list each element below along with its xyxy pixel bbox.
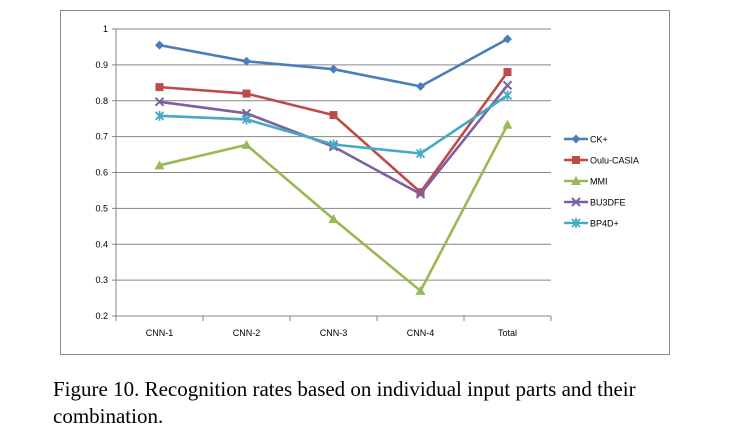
legend-item-ck-: CK+ <box>564 134 608 145</box>
y-tick-label: 0.4 <box>95 239 108 249</box>
x-marker-stroke <box>415 189 426 199</box>
legend-item-oulu-casia: Oulu-CASIA <box>564 156 639 166</box>
square-marker <box>329 111 338 120</box>
y-tick-label: 1 <box>103 24 108 34</box>
series-ck- <box>155 34 512 91</box>
x-marker-stroke <box>571 197 581 207</box>
triangle-marker <box>415 285 426 295</box>
data-point <box>415 148 426 159</box>
x-tick-label: CNN-2 <box>233 328 261 338</box>
legend-item-bp4d-: BP4D+ <box>564 218 619 229</box>
legend-item-bu3dfe: BU3DFE <box>564 197 626 208</box>
legend-label: CK+ <box>590 135 608 145</box>
data-point <box>502 80 513 91</box>
series-line <box>159 37 509 88</box>
data-point <box>415 285 426 295</box>
diamond-marker <box>155 40 164 50</box>
series-mmi <box>154 119 513 295</box>
x-tick-label: CNN-4 <box>407 328 435 338</box>
data-point <box>415 189 426 199</box>
data-point <box>242 56 251 66</box>
legend-marker <box>571 176 581 185</box>
square-marker <box>155 83 164 92</box>
data-point <box>242 89 251 98</box>
y-tick-label: 0.2 <box>95 311 108 321</box>
legend-marker <box>572 156 580 164</box>
data-point <box>155 83 164 92</box>
x-tick-label: Total <box>498 328 517 338</box>
data-point <box>241 139 252 149</box>
triangle-marker <box>502 119 513 129</box>
data-point <box>502 90 513 101</box>
triangle-marker <box>571 176 581 185</box>
data-point <box>154 97 165 107</box>
figure-caption: Figure 10. Recognition rates based on in… <box>53 377 636 428</box>
data-point <box>329 64 338 74</box>
data-point <box>416 81 425 91</box>
data-point <box>329 111 338 120</box>
square-marker <box>242 89 251 98</box>
diamond-marker <box>416 81 425 91</box>
legend-item-mmi: MMI <box>564 176 608 187</box>
legend: CK+ Oulu-CASIA MMI BU3DFE BP4D+ <box>564 134 639 229</box>
chart-frame: 0.2 0.3 0.4 0.5 0.6 0.7 0.8 0.9 1 CNN-1 CNN-2 CNN-3… <box>60 10 670 355</box>
data-point <box>502 119 513 129</box>
y-tick-label: 0.7 <box>95 132 108 142</box>
legend-label: BP4D+ <box>590 219 619 229</box>
x-tick-label: CNN-1 <box>146 328 174 338</box>
diamond-marker <box>242 56 251 66</box>
legend-label: Oulu-CASIA <box>590 156 639 166</box>
data-point <box>241 114 252 125</box>
x-tick-label: CNN-3 <box>320 328 348 338</box>
data-point <box>155 40 164 50</box>
data-point <box>328 214 339 224</box>
y-tick-label: 0.3 <box>95 275 108 285</box>
square-marker <box>572 156 580 164</box>
series-line <box>159 71 509 194</box>
data-point <box>154 160 165 170</box>
y-tick-label: 0.9 <box>95 60 108 70</box>
y-tick-label: 0.6 <box>95 168 108 178</box>
series-lines <box>154 34 513 295</box>
legend-label: MMI <box>590 177 608 187</box>
diamond-marker <box>503 34 512 44</box>
legend-label: BU3DFE <box>590 198 626 208</box>
series-bp4d- <box>154 90 513 159</box>
legend-marker <box>571 197 581 207</box>
legend-marker <box>571 218 581 228</box>
line-chart: 0.2 0.3 0.4 0.5 0.6 0.7 0.8 0.9 1 CNN-1 CNN-2 CNN-3… <box>95 24 639 338</box>
square-marker <box>503 68 512 77</box>
triangle-marker <box>241 139 252 149</box>
axes: 0.2 0.3 0.4 0.5 0.6 0.7 0.8 0.9 1 CNN-1 CNN-2 CNN-3… <box>95 24 552 338</box>
data-point <box>154 110 165 121</box>
triangle-marker <box>154 160 165 170</box>
data-point <box>328 139 339 150</box>
x-marker-stroke <box>154 97 165 107</box>
diamond-marker <box>329 64 338 74</box>
legend-marker <box>571 134 581 144</box>
data-point <box>503 68 512 77</box>
gridlines <box>116 28 551 281</box>
x-marker-stroke <box>502 80 513 91</box>
y-tick-label: 0.8 <box>95 96 108 106</box>
y-tick-label: 0.5 <box>95 203 108 213</box>
triangle-marker <box>328 214 339 224</box>
series-oulu-casia <box>155 68 512 197</box>
data-point <box>503 34 512 44</box>
diamond-marker <box>571 134 581 144</box>
